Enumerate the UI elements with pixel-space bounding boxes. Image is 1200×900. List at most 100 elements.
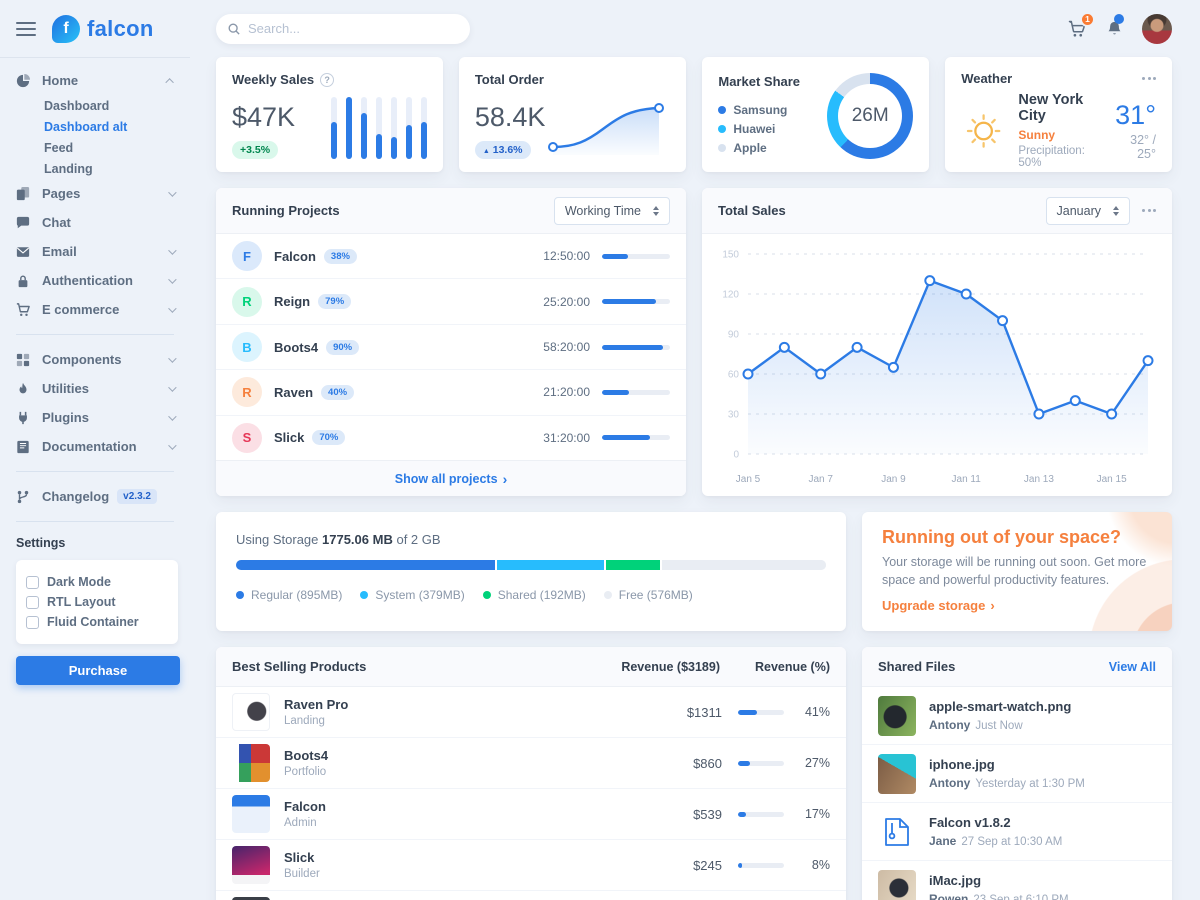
- card-title: Weather: [961, 71, 1013, 86]
- sidebar-item-email[interactable]: Email: [0, 237, 190, 266]
- sidebar-item-dashboard[interactable]: Dashboard: [44, 98, 110, 113]
- project-badge: 40%: [321, 384, 355, 400]
- storage-title: Using Storage 1775.06 MB of 2 GB: [236, 532, 441, 547]
- product-pct: 8%: [811, 858, 830, 872]
- sidebar-item-utilities[interactable]: Utilities: [0, 374, 190, 403]
- menu-toggle-icon[interactable]: [16, 18, 36, 40]
- zip-file-icon: [878, 811, 916, 852]
- svg-text:Jan 13: Jan 13: [1024, 474, 1054, 485]
- svg-text:Jan 15: Jan 15: [1097, 474, 1127, 485]
- logo-text: falcon: [87, 15, 154, 41]
- sidebar-item-home[interactable]: Home: [0, 66, 190, 95]
- file-row[interactable]: iMac.jpg Rowen 23 Sep at 6:10 PM: [862, 861, 1172, 900]
- product-row: Slick Builder $245 8%: [216, 840, 846, 891]
- user-avatar[interactable]: [1142, 13, 1172, 44]
- month-select[interactable]: January: [1045, 196, 1130, 225]
- card-title: Shared Files: [878, 659, 956, 674]
- weekly-bar: [360, 97, 367, 159]
- upgrade-storage-card: Running out of your space? Your storage …: [862, 512, 1172, 631]
- dark-mode-checkbox[interactable]: [26, 575, 39, 589]
- sidebar-item-components[interactable]: Components: [0, 345, 190, 374]
- rtl-layout-checkbox[interactable]: [26, 595, 39, 609]
- sidebar-item-plugins[interactable]: Plugins: [0, 403, 190, 432]
- product-name[interactable]: Slick: [284, 850, 315, 865]
- sidebar-item-feed[interactable]: Feed: [44, 140, 74, 155]
- total-sales-chart: 0 30 60 90 120 150 Jan 5 Jan 7 Jan 9 Jan 11 Jan 13…: [702, 234, 1172, 496]
- divider: [16, 521, 174, 522]
- fluid-container-checkbox[interactable]: [26, 615, 39, 629]
- chevron-down-icon: [168, 303, 177, 313]
- total-sales-card: Total Sales January 0 30 60 90 120 150 Jan 5 Ja…: [702, 188, 1172, 496]
- shared-files-card: Shared Files View All apple-smart-watch.…: [862, 647, 1172, 900]
- project-name[interactable]: Boots4: [274, 339, 319, 355]
- legend-item: Regular (895MB): [236, 585, 342, 604]
- settings-title: Settings: [16, 536, 66, 550]
- show-all-projects-link[interactable]: Show all projects: [216, 460, 686, 497]
- legend-item-huawei: Huawei: [718, 119, 800, 138]
- chevron-up-icon: [165, 77, 174, 87]
- chevron-down-icon: [168, 382, 177, 392]
- legend-item-samsung: Samsung: [718, 100, 800, 119]
- sidebar-item-documentation[interactable]: Documentation: [0, 432, 190, 461]
- project-name[interactable]: Falcon: [274, 248, 316, 264]
- view-all-link[interactable]: View All: [1108, 659, 1156, 674]
- upgrade-storage-link[interactable]: Upgrade storage: [882, 598, 995, 613]
- more-menu-icon[interactable]: [1142, 205, 1156, 216]
- product-category: Builder: [284, 868, 320, 880]
- project-time: 58:20:00: [543, 340, 590, 355]
- running-projects-card: Running Projects Working Time F Falcon 3…: [216, 188, 686, 497]
- project-name[interactable]: Slick: [274, 430, 305, 446]
- cart-button[interactable]: 1: [1067, 11, 1095, 39]
- storage-bar: [236, 560, 826, 570]
- sidebar-item-chat[interactable]: Chat: [0, 208, 190, 237]
- notifications-button[interactable]: [1105, 13, 1124, 39]
- file-row[interactable]: iphone.jpg Antony Yesterday at 1:30 PM: [862, 745, 1172, 803]
- storage-segment-shared: [604, 560, 660, 570]
- file-row[interactable]: apple-smart-watch.png Antony Just Now: [862, 687, 1172, 745]
- search-input[interactable]: [248, 21, 458, 36]
- search-box[interactable]: [216, 13, 470, 44]
- projects-sales-row: Running Projects Working Time F Falcon 3…: [216, 188, 1172, 497]
- sidebar-item-label: Home: [42, 73, 79, 88]
- sidebar-item-dashboard-alt[interactable]: Dashboard alt: [44, 119, 128, 134]
- dark-mode-toggle[interactable]: Dark Mode: [26, 572, 168, 592]
- plug-icon: [16, 410, 31, 425]
- product-pct: 27%: [804, 756, 830, 770]
- working-time-select[interactable]: Working Time: [553, 196, 670, 225]
- sidebar-item-authentication[interactable]: Authentication: [0, 266, 190, 295]
- project-progress: [602, 389, 670, 395]
- project-name[interactable]: Raven: [274, 384, 314, 400]
- product-name[interactable]: Falcon: [284, 799, 326, 814]
- product-price: $1311: [686, 704, 722, 720]
- file-row[interactable]: Falcon v1.8.2 Jane 27 Sep at 10:30 AM: [862, 803, 1172, 861]
- product-category: Landing: [284, 715, 325, 727]
- purchase-button[interactable]: Purchase: [16, 656, 180, 685]
- fluid-container-toggle[interactable]: Fluid Container: [26, 612, 168, 632]
- product-price: $245: [693, 857, 722, 873]
- code-branch-icon: [16, 489, 31, 504]
- storage-segment-regular: [236, 560, 495, 570]
- more-menu-icon[interactable]: [1142, 73, 1156, 84]
- project-name[interactable]: Reign: [274, 294, 311, 310]
- product-name[interactable]: Boots4: [284, 748, 329, 763]
- help-icon[interactable]: ?: [320, 73, 335, 87]
- weekly-bar: [345, 97, 352, 159]
- project-badge: 79%: [318, 294, 352, 310]
- app-logo[interactable]: f falcon: [52, 14, 154, 43]
- sidebar-item-pages[interactable]: Pages: [0, 179, 190, 208]
- file-meta: Antony Just Now: [929, 718, 1023, 732]
- sidebar-item-landing[interactable]: Landing: [44, 161, 93, 176]
- weekly-bar: [390, 97, 397, 159]
- file-meta: Jane 27 Sep at 10:30 AM: [929, 834, 1063, 848]
- product-name[interactable]: Raven Pro: [284, 697, 349, 712]
- svg-text:0: 0: [733, 450, 739, 461]
- upgrade-body: Your storage will be running out soon. G…: [882, 555, 1147, 587]
- sidebar-item-ecommerce[interactable]: E commerce: [0, 295, 190, 324]
- card-title: Running Projects: [232, 203, 340, 218]
- product-progress: [738, 709, 784, 715]
- rtl-layout-toggle[interactable]: RTL Layout: [26, 592, 168, 612]
- card-title: Total Order: [474, 72, 544, 87]
- file-thumbnail: [878, 695, 916, 736]
- sidebar-item-changelog[interactable]: Changelog v2.3.2: [0, 482, 190, 511]
- svg-text:Jan 7: Jan 7: [808, 474, 833, 485]
